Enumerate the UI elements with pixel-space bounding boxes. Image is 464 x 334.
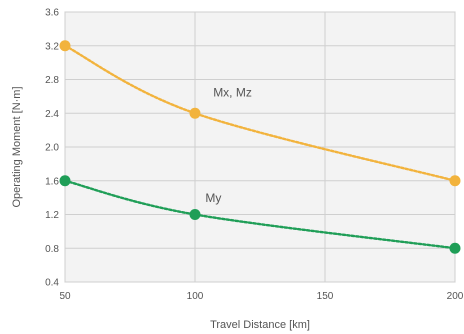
x-axis-label: Travel Distance [km] bbox=[210, 319, 310, 331]
x-tick-label: 50 bbox=[59, 291, 71, 302]
data-point bbox=[59, 175, 71, 187]
series-line-0 bbox=[63, 44, 457, 182]
series-label-my: My bbox=[205, 191, 221, 205]
y-tick-label: 0.8 bbox=[45, 244, 59, 255]
series-label-mx-mz: Mx, Mz bbox=[213, 85, 252, 99]
y-tick-label: 1.6 bbox=[45, 176, 59, 187]
y-tick-label: 0.4 bbox=[45, 278, 59, 289]
y-axis-label: Operating Moment [N·m] bbox=[11, 86, 23, 207]
x-tick-label: 150 bbox=[317, 291, 334, 302]
y-tick-label: 2.8 bbox=[45, 75, 59, 86]
grid-lines bbox=[64, 11, 456, 283]
y-tick-label: 3.6 bbox=[45, 8, 59, 19]
series-layer bbox=[59, 40, 461, 254]
data-point bbox=[449, 175, 461, 187]
x-tick-label: 200 bbox=[447, 291, 464, 302]
series-line-1 bbox=[63, 179, 457, 250]
y-tick-label: 3.2 bbox=[45, 41, 59, 52]
y-tick-label: 2.4 bbox=[45, 109, 59, 120]
y-tick-label: 2.0 bbox=[45, 143, 59, 154]
tick-labels: 0.4 0.8 1.2 1.6 2.0 2.4 2.8 3.2 3.6 50 100 150 200 bbox=[45, 8, 464, 303]
data-point bbox=[189, 107, 201, 119]
x-tick-label: 100 bbox=[187, 291, 204, 302]
data-point bbox=[449, 242, 461, 254]
data-point bbox=[189, 209, 201, 220]
data-point bbox=[59, 40, 71, 52]
y-tick-label: 1.2 bbox=[45, 210, 59, 221]
